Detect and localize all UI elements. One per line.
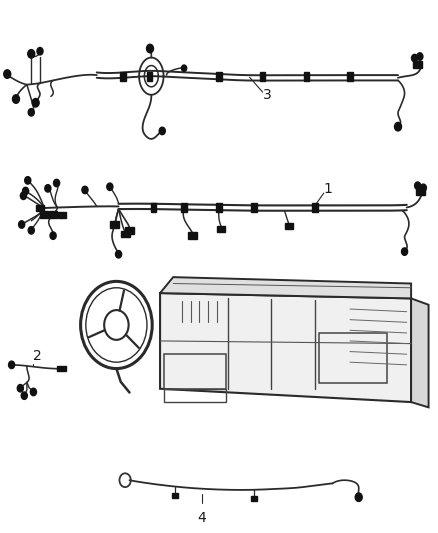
Circle shape xyxy=(116,251,122,258)
Circle shape xyxy=(107,183,113,190)
Circle shape xyxy=(53,179,60,187)
Bar xyxy=(110,221,119,228)
Bar xyxy=(181,203,187,212)
Circle shape xyxy=(45,184,51,192)
Bar xyxy=(347,72,353,81)
Bar xyxy=(57,366,66,372)
Circle shape xyxy=(420,184,426,191)
Circle shape xyxy=(395,123,402,131)
Circle shape xyxy=(355,493,362,502)
Bar xyxy=(125,227,134,234)
Circle shape xyxy=(30,388,36,395)
Bar xyxy=(49,211,57,217)
Bar xyxy=(188,232,197,239)
Circle shape xyxy=(402,248,408,255)
Bar xyxy=(147,72,152,81)
Text: 4: 4 xyxy=(197,511,206,525)
Circle shape xyxy=(32,99,39,107)
Circle shape xyxy=(4,70,11,78)
Circle shape xyxy=(28,227,34,234)
Bar xyxy=(151,203,156,212)
Circle shape xyxy=(159,127,165,135)
Bar xyxy=(40,211,48,217)
Text: 2: 2 xyxy=(33,349,42,364)
Circle shape xyxy=(417,53,423,60)
Circle shape xyxy=(147,44,153,53)
Circle shape xyxy=(20,192,26,199)
Circle shape xyxy=(415,182,421,189)
Bar xyxy=(319,333,387,383)
Bar xyxy=(285,223,293,229)
Bar xyxy=(413,61,422,68)
Bar xyxy=(164,354,226,389)
Bar xyxy=(121,231,130,237)
Circle shape xyxy=(18,221,25,228)
Circle shape xyxy=(28,109,34,116)
Polygon shape xyxy=(160,293,411,402)
Circle shape xyxy=(12,95,19,103)
Circle shape xyxy=(181,65,187,71)
Bar xyxy=(172,493,178,498)
Bar xyxy=(251,496,257,501)
Bar xyxy=(251,203,257,212)
Circle shape xyxy=(17,384,23,392)
Circle shape xyxy=(28,50,35,58)
Circle shape xyxy=(22,187,28,195)
Bar xyxy=(36,205,44,211)
Bar xyxy=(58,212,66,218)
Circle shape xyxy=(21,392,27,399)
Circle shape xyxy=(82,186,88,193)
Bar xyxy=(312,203,318,212)
Bar xyxy=(216,72,222,81)
Polygon shape xyxy=(160,277,411,298)
Bar xyxy=(120,72,126,81)
Text: 3: 3 xyxy=(263,88,272,102)
Bar xyxy=(217,226,225,232)
Bar xyxy=(304,72,309,81)
Text: 1: 1 xyxy=(324,182,333,197)
Circle shape xyxy=(50,232,56,239)
Polygon shape xyxy=(411,298,428,407)
Bar xyxy=(260,72,265,81)
Bar xyxy=(417,189,425,195)
Circle shape xyxy=(25,176,31,184)
Circle shape xyxy=(9,361,14,368)
Circle shape xyxy=(412,54,418,62)
Bar xyxy=(216,203,222,212)
Circle shape xyxy=(37,47,43,55)
